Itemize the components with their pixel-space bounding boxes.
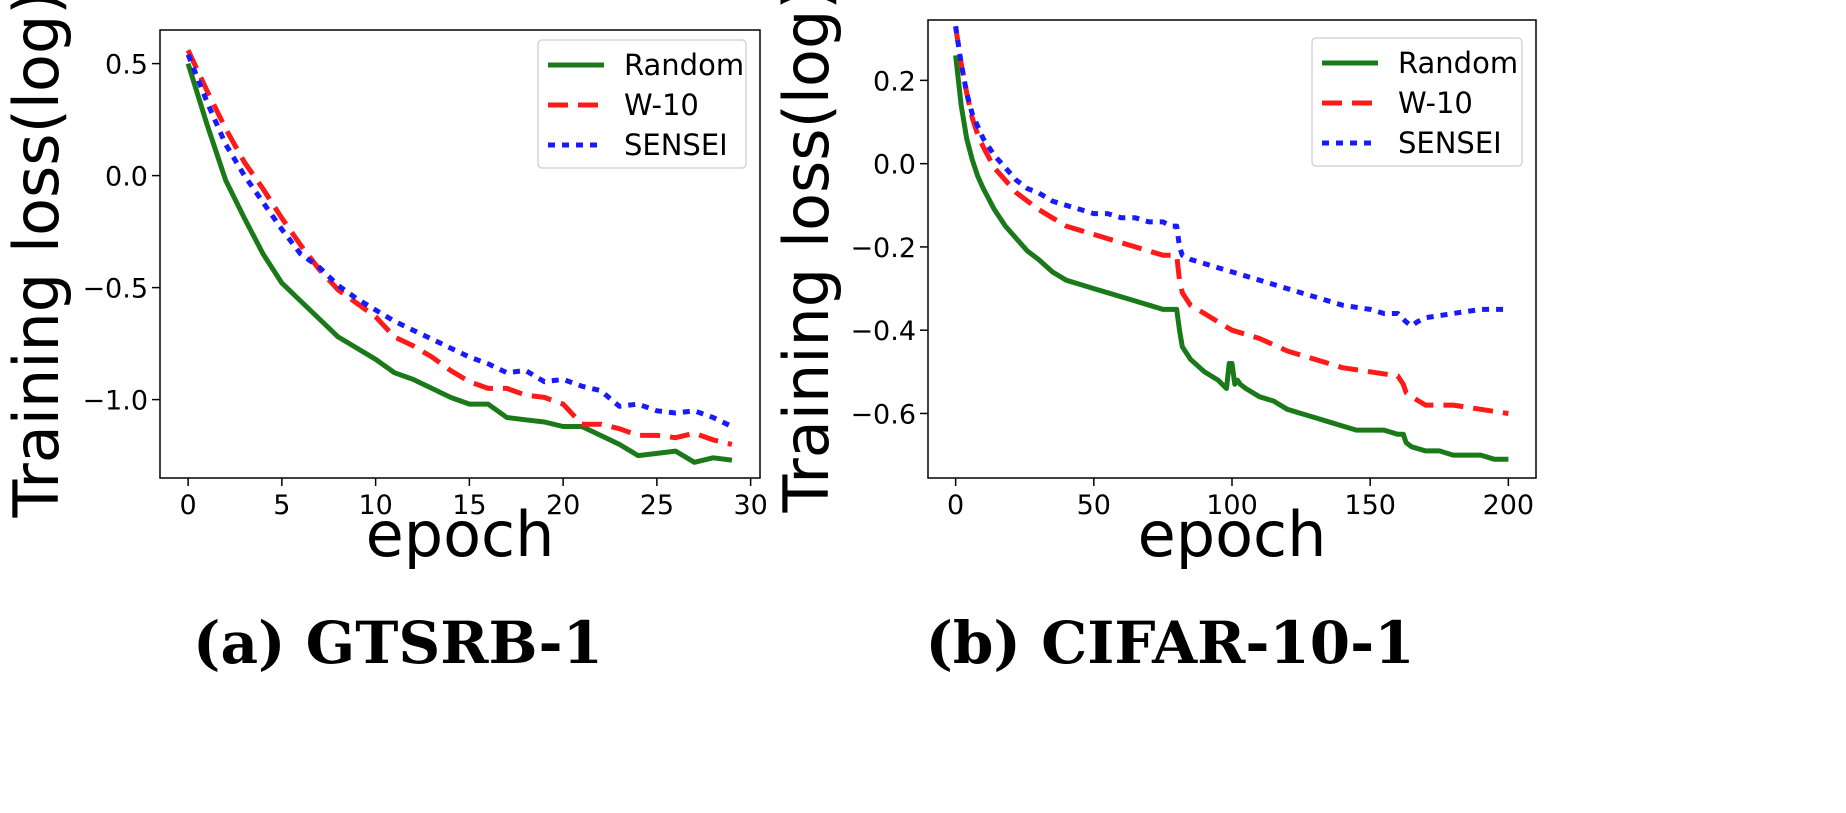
x-tick-label: 0 [180,490,197,521]
plot-frame [159,29,761,479]
panel-cifar: 0 50 100 150 200 0.2 0.0 −0.2 −0.4 −0.6 epoch Train… [770,0,1537,677]
legend-box [1311,37,1523,167]
legend-label-sensei: SENSEI [624,128,728,162]
series-line-w-10 [953,25,1509,416]
panel-caption: (a) GTSRB-1 [193,609,603,677]
x-tick-label: 150 [1344,490,1396,521]
legend: Random W-10 SENSEI [537,39,747,169]
series-group [185,49,733,465]
y-tick-label: −0.6 [850,399,916,430]
y-tick-label: −1.0 [82,386,148,417]
y-axis-label: Training loss(log) [0,0,73,519]
series-group [953,25,1509,462]
x-tick-label: 30 [733,490,767,521]
x-tick-label: 20 [546,490,580,521]
x-axis-label: epoch [366,498,555,571]
panel-caption: (b) CIFAR-10-1 [925,609,1414,677]
panel-gtsrb: 0 5 10 15 20 25 30 0.5 0.0 −0.5 −1.0 epoch Training … [0,0,768,677]
x-tick-label: 0 [947,490,964,521]
x-tick-label: 5 [273,490,290,521]
legend-box [537,39,747,169]
legend-label-random: Random [624,48,744,82]
legend-label-w-10: W-10 [1398,86,1473,120]
x-axis-label: epoch [1138,498,1327,571]
y-tick-label: −0.4 [850,316,916,347]
y-tick-label: 0.0 [873,150,916,181]
x-tick-label: 100 [1206,490,1258,521]
x-tick-label: 10 [358,490,392,521]
legend-label-w-10: W-10 [624,88,699,122]
x-tick-label: 50 [1077,490,1111,521]
y-tick-label: 0.2 [873,66,916,97]
legend: Random W-10 SENSEI [1311,37,1523,167]
x-tick-label: 15 [452,490,486,521]
x-tick-label: 200 [1483,490,1535,521]
series-line-w-10 [185,49,733,447]
y-tick-label: 0.0 [105,162,148,193]
legend-label-sensei: SENSEI [1398,126,1502,160]
y-tick-label: 0.5 [105,50,148,81]
series-line-random [953,55,1509,462]
y-axis-label: Training loss(log) [770,0,843,514]
y-tick-label: −0.2 [850,233,916,264]
y-tick-label: −0.5 [82,274,148,305]
legend-label-random: Random [1398,46,1518,80]
series-line-random [185,62,733,465]
x-tick-label: 25 [640,490,674,521]
